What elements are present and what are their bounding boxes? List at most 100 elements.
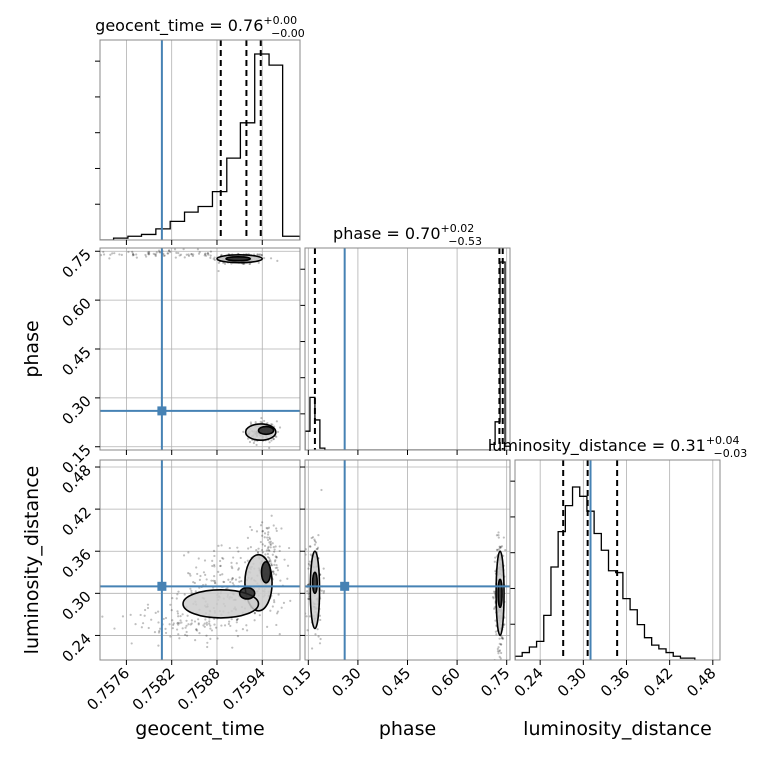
scatter-panel-luminosity-distance-vs-geocent-time-sample-point — [274, 545, 277, 548]
scatter-panel-luminosity-distance-vs-geocent-time-sample-point — [260, 548, 264, 552]
scatter-panel-phase-vs-geocent-time-sample-point — [270, 423, 273, 426]
scatter-panel-phase-vs-geocent-time-sample-point — [169, 250, 172, 254]
scatter-panel-luminosity-distance-vs-geocent-time-sample-point — [263, 536, 266, 539]
scatter-panel-phase-vs-geocent-time-sample-point — [269, 257, 273, 260]
scatter-panel-luminosity-distance-vs-geocent-time-sample-point — [273, 550, 276, 553]
scatter-panel-phase-vs-geocent-time-sample-point — [206, 252, 209, 255]
scatter-panel-luminosity-distance-vs-geocent-time-sample-point — [189, 587, 192, 590]
scatter-panel-luminosity-distance-vs-phase-sample-point — [497, 646, 500, 649]
scatter-panel-luminosity-distance-vs-geocent-time-sample-point — [272, 599, 276, 602]
scatter-panel-phase-vs-geocent-time-sample-point — [174, 256, 177, 259]
scatter-panel-luminosity-distance-vs-phase-sample-point — [498, 545, 501, 548]
scatter-panel-luminosity-distance-vs-geocent-time-sample-point — [273, 548, 276, 551]
scatter-panel-luminosity-distance-vs-phase-sample-point — [499, 547, 502, 550]
scatter-panel-luminosity-distance-vs-geocent-time-sample-point — [261, 543, 264, 546]
scatter-panel-luminosity-distance-vs-geocent-time-sample-point — [154, 611, 157, 614]
scatter-panel-phase-vs-geocent-time-ytick-label-1: 0.30 — [58, 392, 94, 428]
scatter-panel-luminosity-distance-vs-geocent-time-sample-point — [170, 609, 173, 612]
scatter-panel-luminosity-distance-vs-geocent-time-sample-point — [263, 544, 267, 547]
scatter-panel-luminosity-distance-vs-geocent-time-sample-point — [140, 626, 143, 629]
scatter-panel-luminosity-distance-vs-geocent-time-sample-point — [275, 564, 278, 567]
scatter-panel-phase-vs-geocent-time-contour-2 — [225, 255, 251, 262]
scatter-panel-luminosity-distance-vs-geocent-time-sample-point — [276, 569, 280, 572]
hist-panel-luminosity-distance-title-main: luminosity_distance = 0.31 — [488, 436, 706, 456]
scatter-panel-luminosity-distance-vs-geocent-time-sample-point — [141, 622, 145, 625]
scatter-panel-luminosity-distance-vs-phase-sample-point — [309, 553, 312, 556]
scatter-panel-phase-vs-geocent-time-sample-point — [168, 249, 171, 252]
hist-panel-phase-title: phase = 0.70+0.02 −0.53 — [333, 222, 482, 248]
scatter-panel-luminosity-distance-vs-phase-sample-point — [314, 633, 317, 636]
scatter-panel-luminosity-distance-vs-geocent-time-sample-point — [266, 547, 270, 550]
scatter-panel-luminosity-distance-vs-phase-sample-point — [498, 655, 501, 658]
scatter-panel-luminosity-distance-vs-geocent-time-sample-point — [231, 577, 234, 580]
scatter-panel-luminosity-distance-vs-geocent-time-sample-point — [177, 590, 180, 593]
scatter-panel-phase-vs-geocent-time-sample-point — [260, 254, 263, 257]
scatter-panel-luminosity-distance-vs-phase-sample-point — [501, 636, 504, 639]
scatter-panel-luminosity-distance-vs-geocent-time-sample-point — [177, 615, 180, 618]
scatter-panel-luminosity-distance-vs-geocent-time-sample-point — [182, 554, 186, 557]
scatter-panel-luminosity-distance-vs-geocent-time-sample-point — [176, 593, 179, 596]
scatter-panel-luminosity-distance-vs-geocent-time-sample-point — [270, 564, 273, 567]
scatter-panel-phase-vs-geocent-time-sample-point — [254, 420, 257, 424]
scatter-panel-luminosity-distance-vs-geocent-time-sample-point — [219, 564, 222, 568]
scatter-panel-phase-vs-geocent-time-sample-point — [260, 253, 263, 257]
scatter-panel-phase-vs-geocent-time-sample-point — [166, 252, 169, 255]
scatter-panel-luminosity-distance-vs-phase-sample-point — [309, 545, 312, 548]
scatter-panel-luminosity-distance-vs-geocent-time-sample-point — [176, 612, 180, 615]
scatter-panel-luminosity-distance-vs-geocent-time-sample-point — [280, 606, 283, 609]
scatter-panel-luminosity-distance-vs-geocent-time-sample-point — [249, 546, 252, 549]
scatter-panel-luminosity-distance-vs-geocent-time-sample-point — [276, 566, 279, 569]
scatter-panel-phase-vs-geocent-time-sample-point — [248, 262, 251, 265]
scatter-panel-luminosity-distance-vs-geocent-time-sample-point — [206, 645, 209, 649]
scatter-panel-luminosity-distance-vs-geocent-time-sample-point — [236, 617, 239, 621]
scatter-panel-luminosity-distance-vs-phase-sample-point — [498, 649, 502, 652]
scatter-panel-luminosity-distance-vs-geocent-time-sample-point — [261, 551, 264, 554]
scatter-panel-luminosity-distance-vs-geocent-time-sample-point — [205, 634, 208, 637]
scatter-panel-luminosity-distance-vs-geocent-time-truth-marker — [157, 581, 167, 591]
scatter-panel-luminosity-distance-vs-geocent-time-sample-point — [203, 559, 207, 562]
scatter-panel-luminosity-distance-vs-geocent-time-sample-point — [197, 622, 200, 625]
scatter-panel-luminosity-distance-vs-geocent-time-sample-point — [266, 538, 270, 542]
scatter-panel-luminosity-distance-vs-geocent-time-sample-point — [213, 563, 216, 567]
scatter-panel-phase-vs-geocent-time-sample-point — [167, 252, 170, 255]
scatter-panel-luminosity-distance-vs-geocent-time-sample-point — [205, 578, 208, 581]
scatter-panel-luminosity-distance-vs-phase-sample-point — [319, 637, 322, 641]
scatter-panel-luminosity-distance-vs-geocent-time-sample-point — [197, 623, 200, 626]
scatter-panel-luminosity-distance-vs-geocent-time-sample-point — [274, 555, 277, 558]
scatter-panel-phase-vs-geocent-time-sample-point — [190, 253, 193, 256]
scatter-panel-luminosity-distance-vs-geocent-time-sample-point — [220, 544, 223, 547]
scatter-panel-luminosity-distance-vs-phase-content — [305, 460, 510, 660]
hist-panel-geocent-time-title-sub: −0.00 — [271, 27, 305, 40]
scatter-panel-luminosity-distance-vs-geocent-time-sample-point — [213, 623, 216, 626]
scatter-panel-phase-vs-geocent-time-sample-point — [209, 250, 213, 253]
scatter-panel-luminosity-distance-vs-phase-sample-point — [307, 562, 311, 566]
scatter-panel-phase-vs-geocent-time-sample-point — [260, 416, 263, 420]
scatter-panel-phase-vs-geocent-time-sample-point — [223, 262, 227, 265]
scatter-panel-luminosity-distance-vs-geocent-time-ytick-label-0: 0.24 — [58, 630, 94, 666]
scatter-panel-luminosity-distance-vs-phase-sample-point — [496, 650, 500, 653]
scatter-panel-luminosity-distance-vs-phase-sample-point — [311, 536, 315, 539]
scatter-panel-luminosity-distance-vs-phase-sample-point — [499, 546, 503, 549]
scatter-panel-luminosity-distance-vs-geocent-time-sample-point — [187, 572, 190, 575]
scatter-panel-luminosity-distance-vs-geocent-time-sample-point — [271, 553, 274, 556]
scatter-panel-phase-vs-geocent-time-sample-point — [147, 253, 151, 256]
scatter-panel-luminosity-distance-vs-phase-sample-point — [314, 541, 317, 544]
scatter-panel-phase-vs-geocent-time-sample-point — [212, 257, 215, 260]
scatter-panel-luminosity-distance-vs-geocent-time-sample-point — [222, 580, 225, 583]
scatter-panel-luminosity-distance-vs-geocent-time-sample-point — [269, 609, 272, 612]
scatter-panel-phase-vs-geocent-time-sample-point — [258, 253, 261, 256]
scatter-panel-luminosity-distance-vs-geocent-time-sample-point — [211, 559, 214, 562]
scatter-panel-luminosity-distance-vs-geocent-time-sample-point — [153, 631, 157, 634]
scatter-panel-luminosity-distance-vs-geocent-time-sample-point — [222, 557, 225, 560]
scatter-panel-luminosity-distance-vs-geocent-time-sample-point — [214, 582, 217, 585]
scatter-panel-luminosity-distance-vs-phase-sample-point — [320, 488, 323, 492]
scatter-panel-luminosity-distance-vs-geocent-time-sample-point — [234, 578, 238, 581]
scatter-panel-phase-vs-geocent-time-sample-point — [187, 254, 191, 258]
scatter-panel-luminosity-distance-vs-phase-sample-point — [494, 556, 497, 559]
scatter-panel-luminosity-distance-vs-geocent-time-sample-point — [286, 577, 289, 580]
scatter-panel-luminosity-distance-vs-geocent-time-sample-point — [267, 560, 271, 563]
scatter-panel-luminosity-distance-vs-geocent-time-sample-point — [274, 566, 277, 570]
scatter-panel-luminosity-distance-vs-geocent-time-sample-point — [171, 597, 174, 600]
scatter-panel-luminosity-distance-vs-geocent-time-sample-point — [181, 613, 184, 616]
